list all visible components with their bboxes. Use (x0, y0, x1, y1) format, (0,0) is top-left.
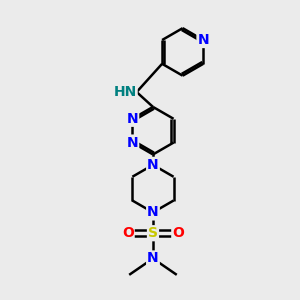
Text: N: N (147, 251, 159, 266)
Text: S: S (148, 226, 158, 240)
Text: O: O (122, 226, 134, 240)
Text: N: N (127, 112, 138, 126)
Text: N: N (147, 206, 159, 219)
Text: N: N (147, 158, 159, 172)
Text: N: N (197, 33, 209, 47)
Text: HN: HN (113, 85, 136, 99)
Text: O: O (172, 226, 184, 240)
Text: N: N (127, 136, 138, 150)
